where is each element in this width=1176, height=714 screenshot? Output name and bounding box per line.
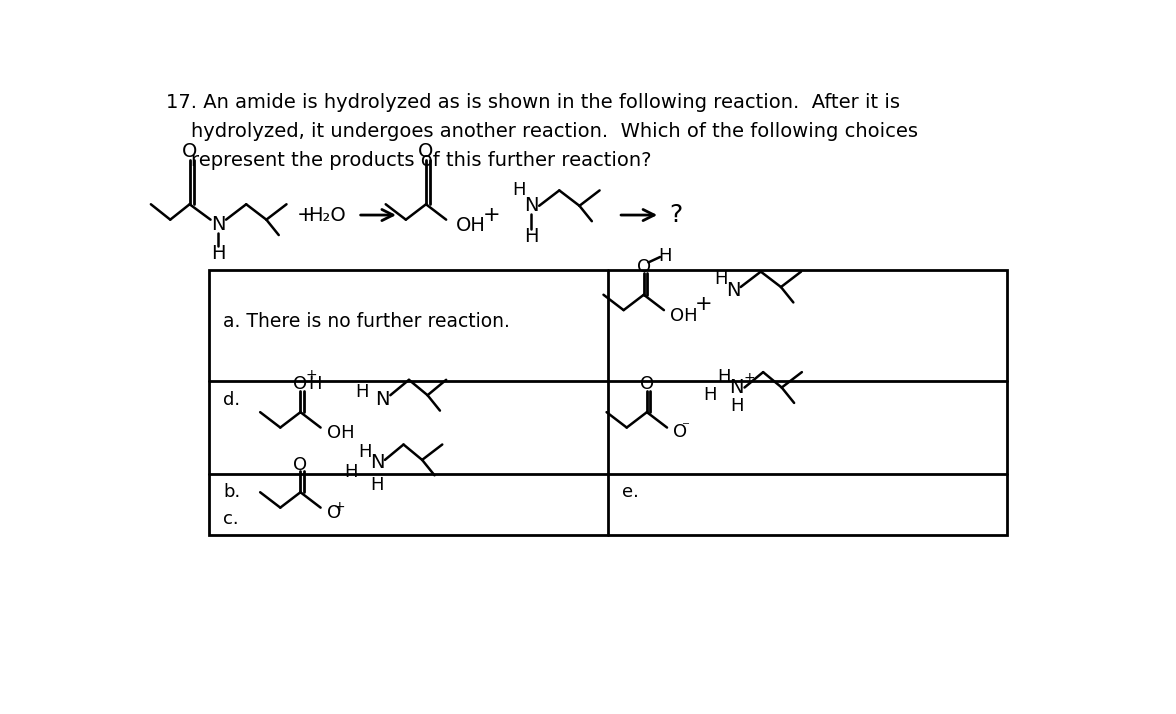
Text: ⁻: ⁻ (682, 419, 690, 434)
Text: H: H (370, 476, 383, 493)
Text: O: O (293, 456, 307, 473)
Text: N: N (726, 281, 740, 300)
Text: +: + (306, 368, 318, 382)
Text: OH: OH (327, 424, 354, 442)
Text: H: H (703, 386, 717, 404)
Text: H₂O: H₂O (308, 206, 346, 224)
Text: +: + (298, 205, 315, 225)
Text: +: + (695, 294, 713, 314)
Text: O: O (327, 504, 341, 522)
Text: N: N (729, 378, 744, 397)
Text: O: O (673, 423, 687, 441)
Text: O: O (182, 142, 198, 161)
Text: c.: c. (223, 510, 239, 528)
Text: +: + (483, 205, 501, 225)
Text: H: H (211, 244, 226, 263)
Text: 17. An amide is hydrolyzed as is shown in the following reaction.  After it is: 17. An amide is hydrolyzed as is shown i… (166, 93, 901, 111)
Text: +: + (743, 371, 755, 386)
Text: H: H (714, 271, 727, 288)
Bar (209, 270, 1008, 536)
Text: H: H (308, 376, 322, 393)
Text: H: H (730, 397, 743, 415)
Text: O: O (640, 376, 654, 393)
Text: e.: e. (622, 483, 639, 501)
Text: N: N (370, 453, 385, 473)
Text: N: N (524, 196, 539, 216)
Text: H: H (657, 247, 671, 265)
Text: H: H (355, 383, 369, 401)
Text: a. There is no further reaction.: a. There is no further reaction. (223, 312, 510, 331)
Text: N: N (375, 391, 390, 409)
Text: OH: OH (670, 306, 697, 325)
Text: H: H (358, 443, 372, 461)
Text: H: H (345, 463, 358, 481)
Text: +: + (333, 500, 345, 514)
Text: O: O (636, 258, 650, 276)
Text: O: O (419, 142, 434, 161)
Text: H: H (717, 368, 731, 386)
Text: OH: OH (455, 216, 486, 235)
Text: d.: d. (223, 391, 240, 408)
Text: b.: b. (223, 483, 240, 501)
Text: ?: ? (669, 203, 682, 227)
Text: H: H (524, 227, 539, 246)
Text: represent the products of this further reaction?: represent the products of this further r… (166, 151, 652, 170)
Text: hydrolyzed, it undergoes another reaction.  Which of the following choices: hydrolyzed, it undergoes another reactio… (166, 122, 918, 141)
Text: N: N (211, 215, 226, 233)
Text: O: O (293, 376, 307, 393)
Text: ⁻: ⁻ (369, 377, 377, 392)
Text: H: H (513, 181, 526, 199)
